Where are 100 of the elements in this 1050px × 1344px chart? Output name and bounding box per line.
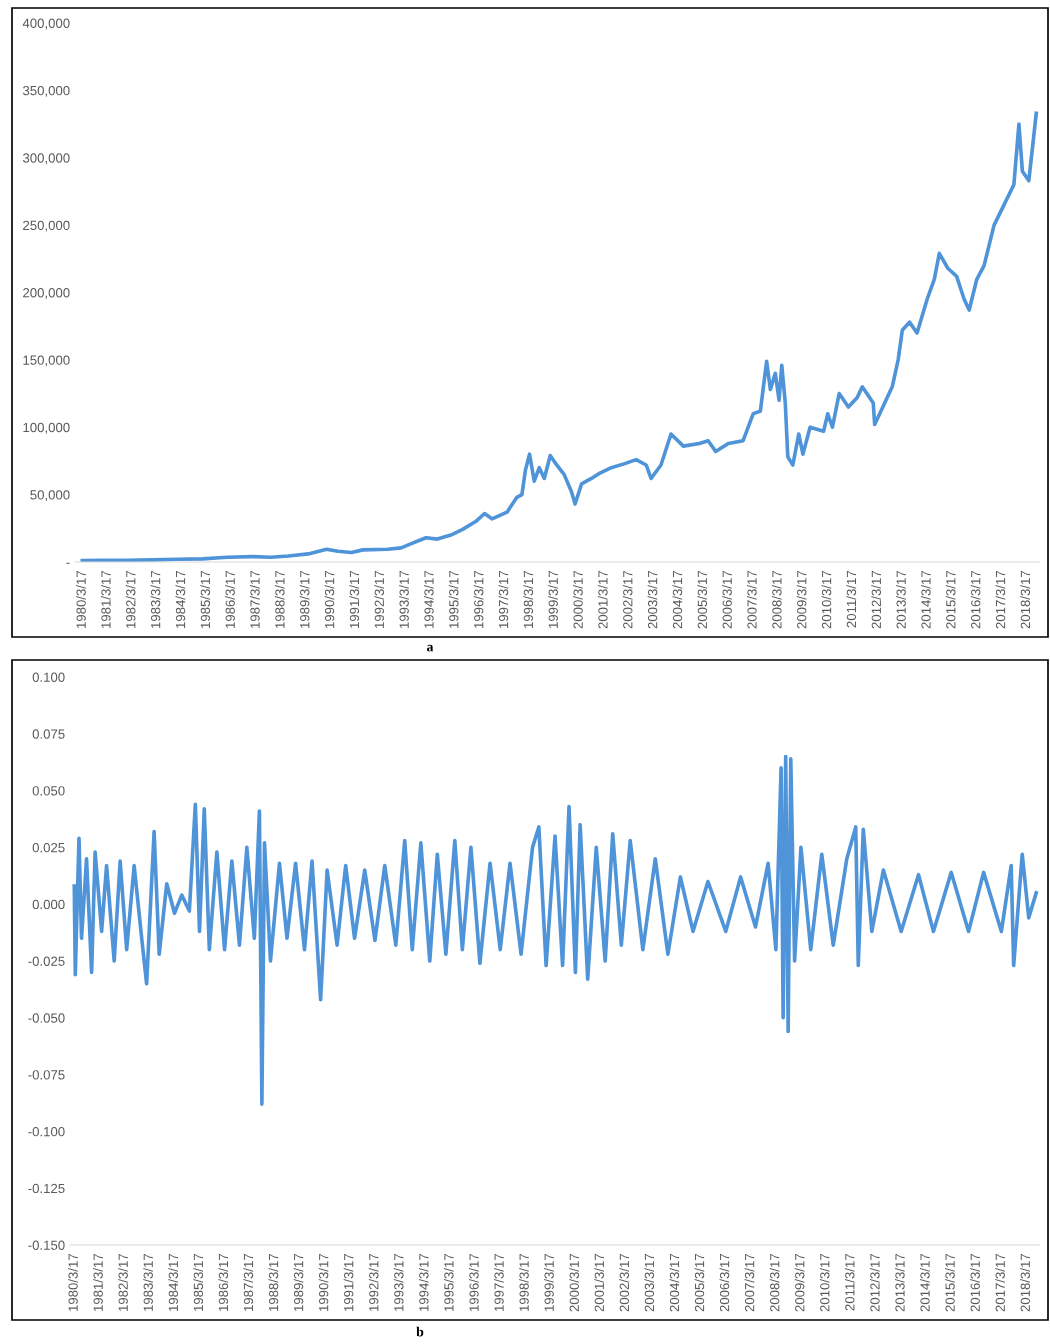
x-tick-label: 1980/3/17	[68, 1253, 78, 1312]
y-tick-label: 100,000	[23, 422, 70, 434]
y-tick-label: 350,000	[22, 85, 70, 97]
x-tick-label: 2018/3/17	[1020, 570, 1031, 629]
x-tick-label: 1999/3/17	[548, 570, 558, 629]
x-tick-label: 1984/3/17	[175, 570, 186, 629]
x-tick-label: 1985/3/17	[193, 1253, 204, 1312]
x-tick-label: 2004/3/17	[672, 570, 683, 629]
x-tick-label: 2000/3/17	[573, 570, 583, 629]
x-tick-label: 2010/3/17	[821, 570, 832, 629]
x-tick-label: 2013/3/17	[894, 1253, 905, 1312]
line-series	[72, 754, 1039, 1106]
x-tick-label: 1987/3/17	[243, 1253, 254, 1312]
x-tick-label: 2009/3/17	[796, 570, 807, 629]
x-tick-label: 2012/3/17	[871, 570, 882, 629]
x-tick-label: 1988/3/17	[274, 570, 285, 629]
x-tick-label: 2003/3/17	[644, 1253, 655, 1312]
y-tick-label: 150,000	[23, 355, 70, 367]
x-tick-label: 1987/3/17	[250, 570, 260, 629]
x-tick-label: 1984/3/17	[168, 1253, 179, 1312]
y-tick-label: 250,000	[23, 220, 70, 232]
x-tick-label: 2015/3/17	[945, 1253, 955, 1312]
x-tick-label: 1982/3/17	[118, 1253, 128, 1312]
x-tick-label: 2009/3/17	[794, 1253, 805, 1312]
x-tick-label: 1990/3/17	[324, 570, 335, 629]
text: a	[426, 644, 434, 652]
x-tick-label: 2005/3/17	[694, 1253, 705, 1312]
x-tick-label: 1985/3/17	[200, 570, 211, 629]
x-tick-label: 1991/3/17	[343, 1253, 354, 1312]
x-tick-label: 2012/3/17	[869, 1253, 880, 1312]
x-tick-label: 1996/3/17	[469, 1253, 479, 1312]
x-tick-label: 2011/3/17	[846, 570, 857, 628]
x-tick-label: 1986/3/17	[225, 570, 235, 629]
x-tick-label: 1999/3/17	[544, 1253, 554, 1312]
x-tick-label: 1994/3/17	[418, 1253, 429, 1312]
y-tick-label: -0.050	[28, 1013, 65, 1023]
x-tick-label: 2005/3/17	[697, 570, 708, 629]
x-tick-label: 1989/3/17	[293, 1253, 304, 1312]
x-tick-label: 2014/3/17	[920, 570, 931, 629]
x-tick-label: 2008/3/17	[769, 1253, 780, 1312]
x-tick-label: 1991/3/17	[349, 570, 360, 629]
x-tick-label: 1992/3/17	[374, 570, 385, 629]
x-tick-label: 2010/3/17	[819, 1253, 830, 1312]
y-tick-label: 0.050	[32, 786, 65, 796]
x-tick-label: 2014/3/17	[920, 1253, 930, 1312]
text: b	[416, 1326, 424, 1337]
x-tick-label: 1986/3/17	[218, 1253, 229, 1312]
x-tick-label: 1992/3/17	[368, 1253, 379, 1312]
x-tick-label: 2000/3/17	[569, 1253, 579, 1312]
x-tick-label: 1997/3/17	[498, 570, 509, 629]
x-tick-label: 1981/3/17	[93, 1253, 103, 1312]
x-tick-label: 2003/3/17	[647, 570, 658, 629]
x-tick-label: 1990/3/17	[318, 1253, 329, 1312]
x-tick-label: 2016/3/17	[970, 570, 981, 629]
x-tick-label: 1995/3/17	[448, 570, 459, 629]
x-tick-label: 2002/3/17	[619, 1253, 630, 1312]
x-tick-label: 1993/3/17	[393, 1253, 404, 1312]
x-tick-label: 2007/3/17	[744, 1253, 755, 1312]
y-tick-label: -0.025	[28, 956, 65, 966]
x-tick-label: 1982/3/17	[125, 570, 136, 629]
x-tick-label: 1980/3/17	[76, 570, 86, 629]
x-tick-label: 1996/3/17	[473, 570, 484, 629]
x-tick-label: 2011/3/17	[844, 1253, 855, 1311]
x-tick-label: 1998/3/17	[523, 570, 534, 629]
x-tick-label: 2008/3/17	[771, 570, 782, 629]
y-tick-label: 200,000	[23, 288, 70, 299]
x-tick-label: 2004/3/17	[669, 1253, 680, 1312]
x-tick-label: 2007/3/17	[747, 570, 757, 629]
x-tick-label: 2017/3/17	[995, 1253, 1005, 1312]
y-tick-label: 400,000	[22, 18, 70, 30]
x-tick-label: 2001/3/17	[597, 570, 608, 629]
x-tick-label: 1994/3/17	[423, 570, 434, 629]
x-tick-label: 2006/3/17	[722, 570, 732, 629]
y-tick-label: -0.075	[28, 1070, 65, 1080]
x-tick-label: 1981/3/17	[100, 570, 111, 629]
line-series	[80, 111, 1039, 562]
x-tick-label: 2018/3/17	[1020, 1253, 1030, 1312]
x-tick-label: 1983/3/17	[143, 1253, 153, 1312]
y-tick-label: 50,000	[30, 490, 70, 502]
y-tick-label: -	[66, 562, 70, 564]
x-tick-label: 2006/3/17	[719, 1253, 730, 1312]
y-tick-label: 0.025	[32, 842, 65, 853]
y-tick-label: 0.075	[32, 729, 65, 739]
x-tick-label: 2017/3/17	[995, 570, 1006, 629]
x-tick-label: 1993/3/17	[399, 570, 409, 629]
x-tick-label: 2015/3/17	[945, 570, 956, 629]
x-tick-label: 1988/3/17	[268, 1253, 279, 1312]
x-tick-label: 1983/3/17	[150, 570, 161, 629]
x-tick-label: 1989/3/17	[299, 570, 310, 629]
x-tick-label: 1997/3/17	[494, 1253, 504, 1312]
x-tick-label: 2013/3/17	[896, 570, 906, 629]
y-tick-label: -0.100	[28, 1126, 65, 1137]
x-tick-label: 2001/3/17	[594, 1253, 604, 1312]
y-tick-label: 0.100	[32, 672, 65, 682]
y-tick-label: 300,000	[22, 153, 70, 165]
y-tick-label: -0.125	[28, 1183, 65, 1194]
y-tick-label: 0.000	[32, 899, 65, 910]
x-tick-label: 2002/3/17	[622, 570, 633, 629]
x-tick-label: 1995/3/17	[443, 1253, 454, 1312]
x-tick-label: 2016/3/17	[970, 1253, 980, 1312]
